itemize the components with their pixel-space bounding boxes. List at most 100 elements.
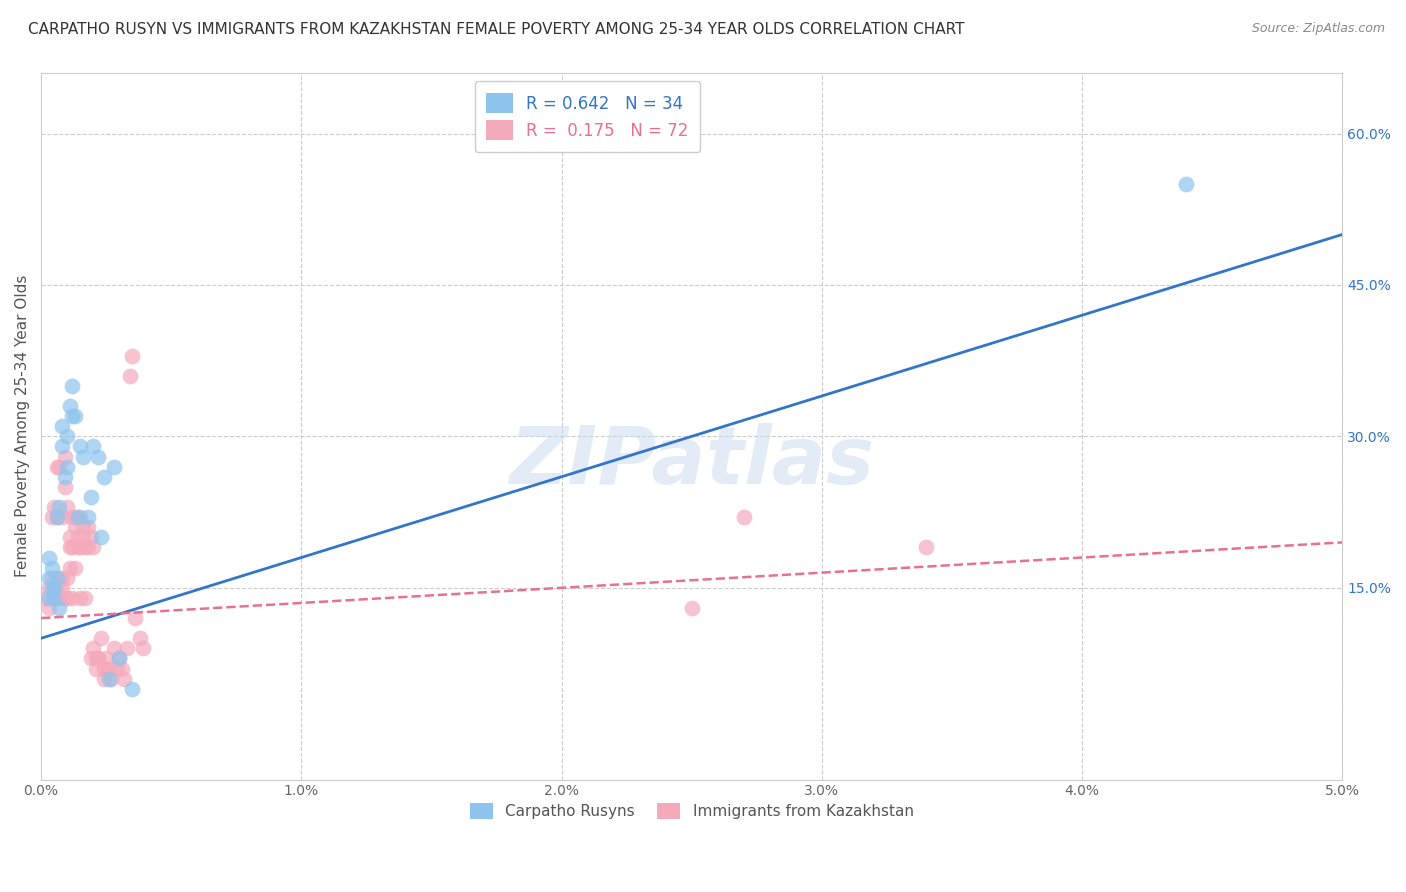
Point xyxy=(53,469,76,483)
Point xyxy=(90,632,112,646)
Point xyxy=(45,581,67,595)
Point xyxy=(51,419,73,434)
Point xyxy=(103,641,125,656)
Point xyxy=(108,651,131,665)
Point xyxy=(79,490,101,504)
Point xyxy=(41,510,63,524)
Point xyxy=(84,662,107,676)
Point xyxy=(121,349,143,363)
Point xyxy=(112,672,135,686)
Point xyxy=(69,440,91,454)
Point xyxy=(51,440,73,454)
Point xyxy=(42,591,65,605)
Point xyxy=(60,379,83,393)
Point xyxy=(96,662,118,676)
Point xyxy=(72,530,94,544)
Point xyxy=(77,510,100,524)
Point xyxy=(69,541,91,555)
Point xyxy=(124,611,146,625)
Point xyxy=(51,581,73,595)
Text: ZIPatlas: ZIPatlas xyxy=(509,423,875,500)
Point xyxy=(56,591,79,605)
Point xyxy=(97,672,120,686)
Point xyxy=(48,601,70,615)
Point xyxy=(915,541,938,555)
Point xyxy=(60,591,83,605)
Point xyxy=(38,591,60,605)
Point xyxy=(129,632,152,646)
Point xyxy=(79,530,101,544)
Point xyxy=(121,681,143,696)
Point xyxy=(131,641,153,656)
Point xyxy=(93,672,115,686)
Point xyxy=(87,651,110,665)
Point xyxy=(82,541,104,555)
Legend: Carpatho Rusyns, Immigrants from Kazakhstan: Carpatho Rusyns, Immigrants from Kazakhs… xyxy=(464,797,920,825)
Point xyxy=(59,530,82,544)
Point xyxy=(93,469,115,483)
Point xyxy=(53,450,76,464)
Point xyxy=(42,591,65,605)
Point xyxy=(72,450,94,464)
Point xyxy=(56,459,79,474)
Point xyxy=(115,641,138,656)
Point xyxy=(41,571,63,585)
Point xyxy=(56,571,79,585)
Point xyxy=(69,510,91,524)
Point xyxy=(90,530,112,544)
Point xyxy=(66,541,89,555)
Point xyxy=(63,510,86,524)
Point xyxy=(45,459,67,474)
Point xyxy=(84,651,107,665)
Text: Source: ZipAtlas.com: Source: ZipAtlas.com xyxy=(1251,22,1385,36)
Point xyxy=(77,520,100,534)
Point xyxy=(45,510,67,524)
Point xyxy=(38,571,60,585)
Point xyxy=(42,581,65,595)
Point xyxy=(38,601,60,615)
Point xyxy=(105,662,128,676)
Point xyxy=(733,510,755,524)
Point xyxy=(48,500,70,514)
Point xyxy=(48,591,70,605)
Point xyxy=(79,651,101,665)
Point xyxy=(60,409,83,424)
Point xyxy=(66,510,89,524)
Point xyxy=(60,541,83,555)
Point xyxy=(45,571,67,585)
Point xyxy=(42,500,65,514)
Point xyxy=(51,510,73,524)
Point xyxy=(75,591,97,605)
Point xyxy=(118,368,141,383)
Point xyxy=(1175,177,1198,191)
Point xyxy=(87,651,110,665)
Point xyxy=(56,429,79,443)
Point xyxy=(66,530,89,544)
Point xyxy=(59,399,82,413)
Point xyxy=(96,651,118,665)
Point xyxy=(75,541,97,555)
Point xyxy=(97,662,120,676)
Point xyxy=(63,560,86,574)
Point xyxy=(108,651,131,665)
Y-axis label: Female Poverty Among 25-34 Year Olds: Female Poverty Among 25-34 Year Olds xyxy=(15,275,30,577)
Point xyxy=(48,571,70,585)
Point xyxy=(42,591,65,605)
Point xyxy=(45,510,67,524)
Point xyxy=(60,510,83,524)
Point xyxy=(72,520,94,534)
Point xyxy=(48,459,70,474)
Point xyxy=(53,591,76,605)
Point xyxy=(38,581,60,595)
Point xyxy=(41,581,63,595)
Point xyxy=(59,560,82,574)
Point xyxy=(87,450,110,464)
Point xyxy=(77,541,100,555)
Text: CARPATHO RUSYN VS IMMIGRANTS FROM KAZAKHSTAN FEMALE POVERTY AMONG 25-34 YEAR OLD: CARPATHO RUSYN VS IMMIGRANTS FROM KAZAKH… xyxy=(28,22,965,37)
Point xyxy=(82,641,104,656)
Point xyxy=(51,571,73,585)
Point xyxy=(63,520,86,534)
Point xyxy=(103,459,125,474)
Point xyxy=(41,560,63,574)
Point xyxy=(69,591,91,605)
